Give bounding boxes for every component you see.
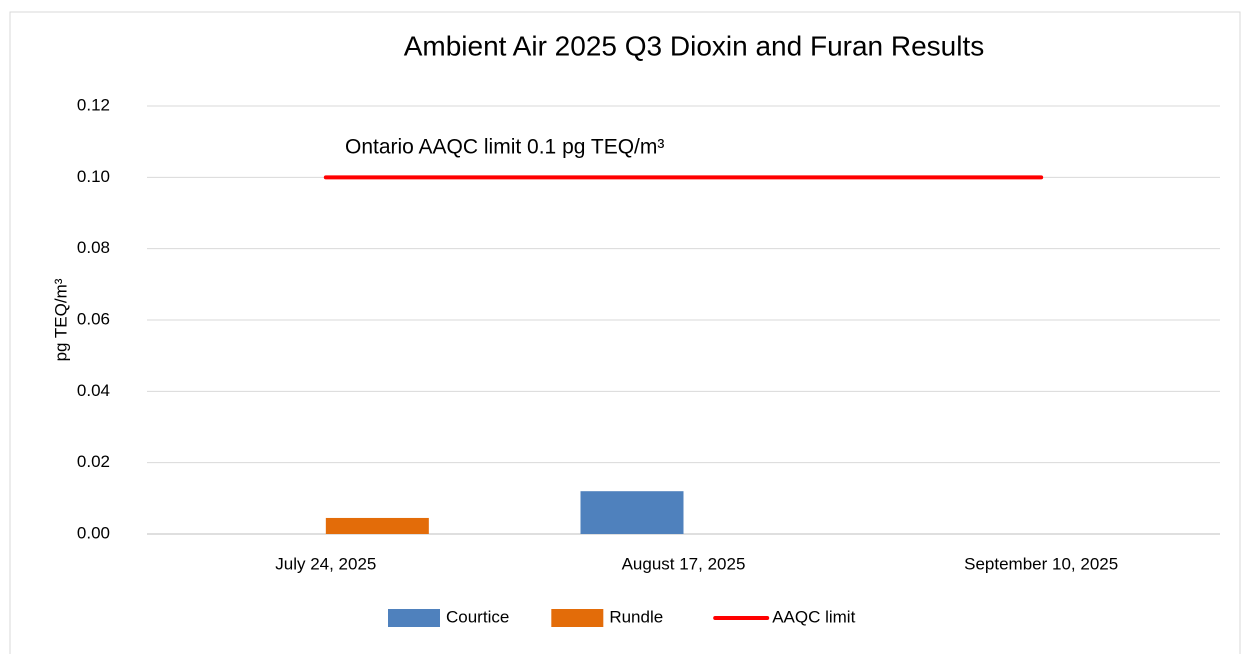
bar bbox=[580, 491, 684, 534]
y-tick-label: 0.00 bbox=[77, 523, 110, 542]
y-tick-label: 0.04 bbox=[77, 381, 110, 400]
legend-label: AAQC limit bbox=[772, 607, 855, 626]
y-axis-label: pg TEQ/m³ bbox=[51, 278, 70, 361]
bar bbox=[325, 517, 429, 534]
legend-swatch bbox=[388, 609, 440, 627]
y-tick-label: 0.02 bbox=[77, 452, 110, 471]
legend-label: Courtice bbox=[446, 607, 509, 626]
legend-label: Rundle bbox=[609, 607, 663, 626]
y-tick-label: 0.10 bbox=[77, 167, 110, 186]
y-tick-label: 0.06 bbox=[77, 309, 110, 328]
x-tick-label: July 24, 2025 bbox=[275, 554, 376, 573]
x-tick-label: September 10, 2025 bbox=[964, 554, 1118, 573]
x-tick-label: August 17, 2025 bbox=[622, 554, 746, 573]
chart-frame bbox=[9, 11, 1241, 654]
y-tick-label: 0.08 bbox=[77, 238, 110, 257]
chart-title: Ambient Air 2025 Q3 Dioxin and Furan Res… bbox=[404, 30, 985, 61]
legend-swatch bbox=[551, 609, 604, 627]
y-tick-label: 0.12 bbox=[77, 95, 110, 114]
annotation: Ontario AAQC limit 0.1 pg TEQ/m³ bbox=[345, 136, 664, 159]
